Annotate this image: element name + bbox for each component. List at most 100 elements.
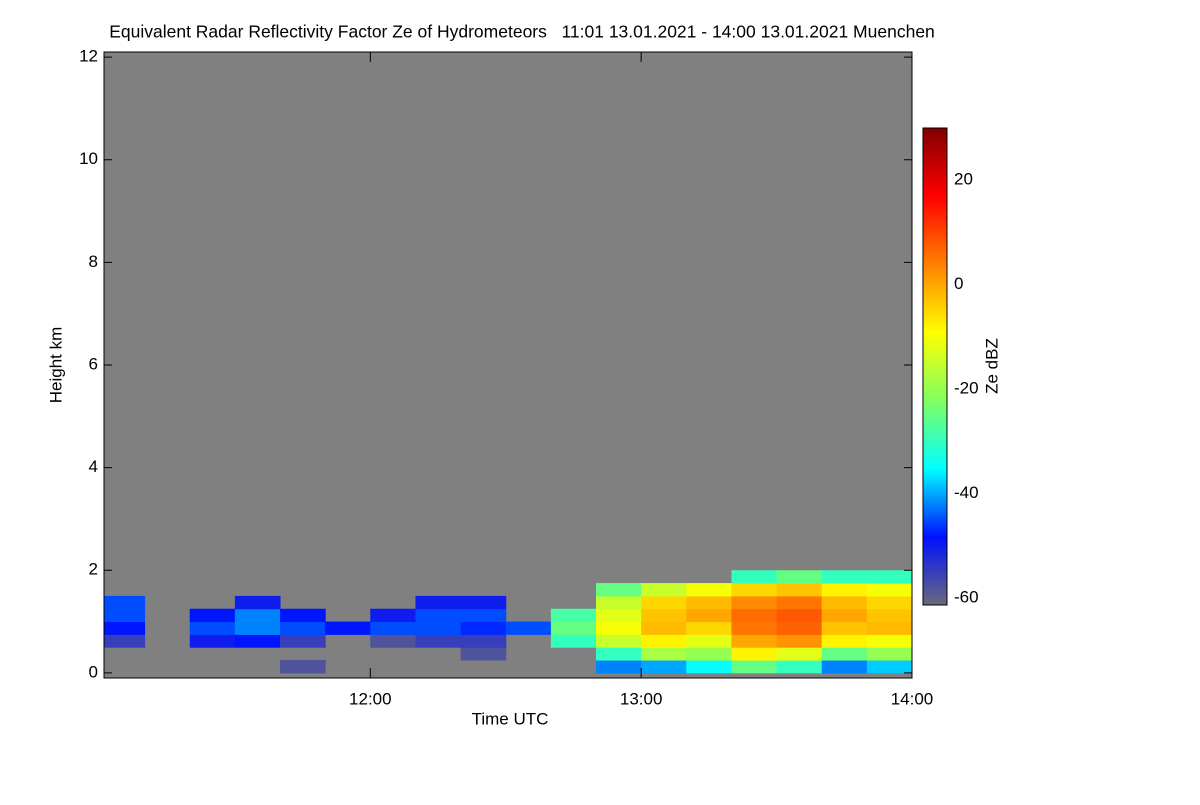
- heatmap-cell: [550, 608, 597, 623]
- heatmap-cell: [415, 595, 462, 610]
- heatmap-cell: [189, 634, 236, 648]
- heatmap-cell: [104, 608, 146, 623]
- heatmap-cell: [460, 595, 507, 610]
- heatmap-cell: [596, 621, 642, 635]
- y-tick-label: 4: [89, 457, 98, 476]
- heatmap-cell: [641, 583, 687, 597]
- heatmap-cell: [325, 621, 371, 635]
- heatmap-cells: [104, 570, 912, 674]
- y-tick-label: 6: [89, 354, 98, 373]
- heatmap-cell: [776, 621, 823, 635]
- heatmap-cell: [686, 647, 732, 661]
- heatmap-cell: [731, 583, 778, 597]
- heatmap-cell: [234, 608, 281, 623]
- colorbar-tick-label: 0: [954, 274, 963, 293]
- heatmap-cell: [821, 583, 868, 597]
- y-tick-label: 2: [89, 560, 98, 579]
- x-tick-label: 13:00: [620, 689, 663, 708]
- heatmap-cell: [821, 570, 868, 584]
- heatmap-cell: [460, 608, 507, 623]
- heatmap-cell: [234, 634, 281, 648]
- heatmap-cell: [866, 647, 912, 661]
- heatmap-cell: [776, 583, 823, 597]
- chart-title: Equivalent Radar Reflectivity Factor Ze …: [109, 22, 935, 42]
- heatmap-cell: [550, 621, 597, 635]
- heatmap-cell: [731, 634, 778, 648]
- colorbar-tick-label: -20: [954, 379, 979, 398]
- heatmap-cell: [104, 634, 146, 648]
- heatmap-cell: [460, 634, 507, 648]
- heatmap-cell: [189, 621, 236, 635]
- x-axis-label: Time UTC: [472, 709, 549, 728]
- y-tick-label: 0: [89, 662, 98, 681]
- heatmap-cell: [415, 621, 462, 635]
- heatmap-cell: [280, 621, 326, 635]
- y-tick-label: 10: [79, 149, 98, 168]
- colorbar-tick-label: -40: [954, 483, 979, 502]
- heatmap-cell: [596, 595, 642, 610]
- y-axis-label: Height km: [46, 327, 65, 404]
- heatmap-cell: [686, 583, 732, 597]
- heatmap-cell: [776, 647, 823, 661]
- heatmap-cell: [641, 621, 687, 635]
- heatmap-cell: [370, 634, 416, 648]
- heatmap-cell: [866, 634, 912, 648]
- heatmap-cell: [641, 647, 687, 661]
- heatmap-cell: [234, 595, 281, 610]
- colorbar-tick-label: 20: [954, 170, 973, 189]
- heatmap-cell: [596, 608, 642, 623]
- heatmap-cell: [234, 621, 281, 635]
- heatmap-cell: [821, 621, 868, 635]
- heatmap-cell: [596, 647, 642, 661]
- heatmap-cell: [104, 621, 146, 635]
- heatmap-cell: [821, 595, 868, 610]
- heatmap-cell: [731, 595, 778, 610]
- heatmap-cell: [415, 608, 462, 623]
- heatmap-cell: [866, 621, 912, 635]
- heatmap-cell: [866, 583, 912, 597]
- heatmap-cell: [866, 595, 912, 610]
- axes: 0 2 4 6 8 10 12 12:00 13:00 14:00 -60 -40 -20 0 20: [79, 47, 979, 709]
- heatmap-cell: [731, 570, 778, 584]
- heatmap-cell: [731, 647, 778, 661]
- heatmap-cell: [731, 621, 778, 635]
- heatmap-cell: [280, 608, 326, 623]
- heatmap-cell: [596, 634, 642, 648]
- x-tick-label: 14:00: [891, 689, 934, 708]
- colorbar: [922, 127, 948, 606]
- heatmap-cell: [866, 570, 912, 584]
- heatmap-cell: [596, 660, 642, 674]
- heatmap-cell: [821, 647, 868, 661]
- heatmap-cell: [776, 660, 823, 674]
- heatmap-cell: [460, 647, 507, 661]
- heatmap-cell: [460, 621, 507, 635]
- heatmap-cell: [686, 634, 732, 648]
- heatmap-cell: [776, 608, 823, 623]
- heatmap-cell: [370, 608, 416, 623]
- heatmap-cell: [641, 595, 687, 610]
- heatmap-cell: [866, 608, 912, 623]
- heatmap-cell: [189, 608, 236, 623]
- heatmap-cell: [731, 608, 778, 623]
- heatmap-cell: [505, 621, 552, 635]
- heatmap-cell: [596, 583, 642, 597]
- heatmap-cell: [104, 595, 146, 610]
- heatmap-cell: [686, 621, 732, 635]
- y-tick-label: 8: [89, 252, 98, 271]
- heatmap-cell: [686, 660, 732, 674]
- heatmap-cell: [280, 634, 326, 648]
- y-tick-label: 12: [79, 47, 98, 66]
- colorbar-label: Ze dBZ: [982, 338, 1001, 394]
- heatmap-cell: [776, 634, 823, 648]
- heatmap-cell: [821, 608, 868, 623]
- heatmap-cell: [731, 660, 778, 674]
- heatmap-cell: [280, 660, 326, 674]
- heatmap-cell: [415, 634, 462, 648]
- heatmap-cell: [866, 660, 912, 674]
- heatmap-cell: [641, 634, 687, 648]
- heatmap-cell: [821, 660, 868, 674]
- x-tick-label: 12:00: [349, 689, 392, 708]
- heatmap-cell: [550, 634, 597, 648]
- colorbar-tick-label: -60: [954, 588, 979, 607]
